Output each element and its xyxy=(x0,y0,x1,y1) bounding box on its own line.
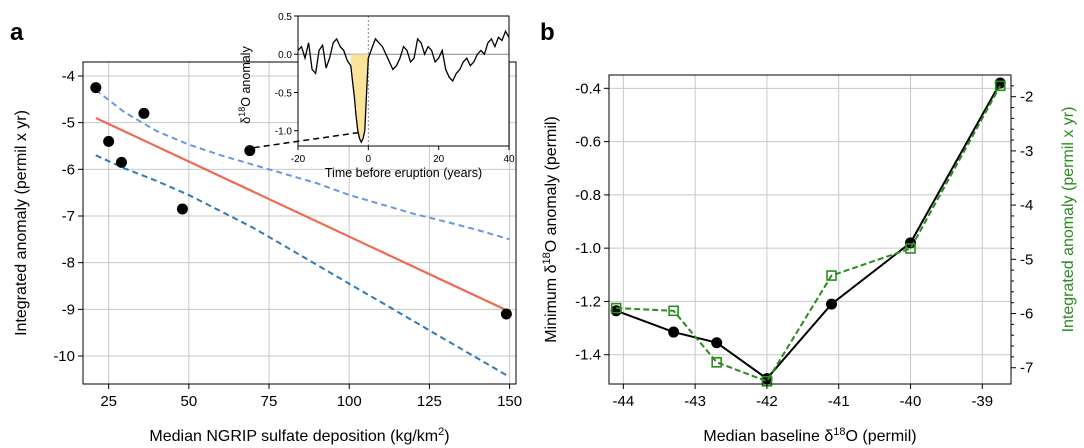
lower-band-line xyxy=(95,154,511,378)
inset-x-axis-title: Time before eruption (years) xyxy=(325,166,482,180)
panel-b-series xyxy=(610,77,1006,387)
y-tick-label: -1.4 xyxy=(575,347,601,364)
panel-a-fit-line xyxy=(95,117,511,313)
x-tick-label: 75 xyxy=(261,393,278,410)
x-tick-label: 50 xyxy=(181,393,198,410)
panel-a-confidence-bands xyxy=(95,89,511,378)
series-1-point xyxy=(994,77,1006,89)
x-tick-label: -40 xyxy=(900,393,922,410)
x-tick-label: 100 xyxy=(337,393,362,410)
series-1-point xyxy=(826,298,838,310)
y2-tick-label: -2 xyxy=(1020,89,1033,106)
series-2-point xyxy=(905,243,916,254)
y-tick-label: -5 xyxy=(62,115,75,132)
panel-b-y2-axis-title: Integrated anomaly (permil x yr) xyxy=(1060,107,1077,333)
data-point xyxy=(138,107,150,119)
panel-b-y-axis-title: Minimum δ18O anomaly (permil) xyxy=(541,116,560,343)
series-2-point xyxy=(610,302,622,314)
panel-a-points xyxy=(90,82,512,320)
y-tick-label: -4 xyxy=(62,68,75,85)
leader-dashed-line xyxy=(253,131,358,149)
y2-tick-label: -4 xyxy=(1020,197,1033,214)
panel-b-y-ticks: -1.4 -1.2 -1.0 -0.8 -0.6 -0.4 xyxy=(575,80,609,364)
inset-leader-line xyxy=(253,131,358,149)
panel-b-chart: -44 -43 -42 -41 -40 -39 -1.4-1.2-1.0-0.8-0.6-… xyxy=(541,74,1077,445)
x-tick-label: 25 xyxy=(100,393,117,410)
panel-a-label: a xyxy=(10,19,24,46)
y-tick-label: -9 xyxy=(62,301,75,318)
inset-frame xyxy=(297,15,510,147)
series-2-line xyxy=(616,85,1002,383)
x-tick-label: -43 xyxy=(684,393,706,410)
inset-x-tick-label: 40 xyxy=(503,154,515,165)
x-tick-label: 125 xyxy=(417,393,442,410)
upper-band-line xyxy=(95,89,510,241)
inset-series-line xyxy=(297,29,510,144)
data-point xyxy=(500,308,512,320)
panel-b-y2-ticks: -7 -6 -5 -4 -3 -2 xyxy=(1011,85,1033,377)
data-point xyxy=(103,135,115,147)
panel-b-frame xyxy=(608,74,1012,385)
inset-x-tick-label: -20 xyxy=(291,154,306,165)
inset-fill-area xyxy=(350,54,369,143)
panel-b-x-ticks: -44 -43 -42 -41 -40 -39 xyxy=(613,384,993,410)
anomaly-fill xyxy=(350,54,369,143)
y2-tick-label: -7 xyxy=(1020,360,1033,377)
series-2-point xyxy=(668,305,679,317)
anomaly-series-line xyxy=(297,29,510,144)
y-tick-label: -0.8 xyxy=(575,187,601,204)
y-tick-label: -0.4 xyxy=(575,80,601,97)
y-tick-label: -7 xyxy=(62,208,75,225)
regression-line xyxy=(95,117,511,313)
inset-x-ticks: -20 0 20 40 xyxy=(291,146,515,165)
inset-y-tick-label: 0.0 xyxy=(278,50,292,61)
panel-b-label: b xyxy=(540,19,555,46)
inset-zero-line xyxy=(298,16,509,146)
inset-background xyxy=(298,16,509,146)
inset-chart: -20 0 20 40 0.5 0.0 -0.5 -1.0 Time before erup… xyxy=(237,12,515,180)
y-tick-label: -6 xyxy=(62,161,75,178)
inset-y-tick-label: -1.0 xyxy=(275,127,293,138)
y2-tick-label: -3 xyxy=(1020,143,1033,160)
panel-a-x-ticks: 25 50 75 100 125 150 xyxy=(100,384,522,410)
x-tick-label: -42 xyxy=(756,393,778,410)
data-point xyxy=(176,203,188,215)
y-tick-label: -8 xyxy=(62,255,75,272)
inset-y-tick-label: -0.5 xyxy=(275,88,293,99)
y-tick-label: -0.6 xyxy=(575,134,601,151)
panel-a-y-ticks: -10 -9 -8 -7 -6 -5 -4 xyxy=(53,68,83,365)
y-tick-label: -1.2 xyxy=(575,293,601,310)
inset-y-tick-label: 0.5 xyxy=(278,12,292,23)
panel-a-x-axis-title: Median NGRIP sulfate deposition (kg/km2) xyxy=(149,426,449,445)
data-point xyxy=(115,156,127,168)
inset-x-tick-label: 0 xyxy=(366,154,372,165)
data-point xyxy=(90,82,102,94)
inset-y-ticks: 0.5 0.0 -0.5 -1.0 xyxy=(275,12,298,138)
panel-a-y-axis-title: Integrated anomaly (permil x yr) xyxy=(13,110,30,336)
x-tick-label: -41 xyxy=(828,393,850,410)
x-tick-label: -39 xyxy=(971,393,993,410)
series-1-point xyxy=(711,337,723,349)
y2-tick-label: -5 xyxy=(1020,251,1033,268)
panel-b-x-axis-title: Median baseline δ18O (permil) xyxy=(703,426,916,445)
series-2-point xyxy=(994,80,1006,92)
series-1-point xyxy=(668,326,680,338)
inset-x-tick-label: 20 xyxy=(433,154,445,165)
series-2-point xyxy=(826,270,837,281)
y-tick-label: -10 xyxy=(53,348,75,365)
data-point xyxy=(244,145,256,157)
series-2-point xyxy=(711,357,722,368)
x-tick-label: -44 xyxy=(613,393,635,410)
x-tick-label: 150 xyxy=(497,393,522,410)
y2-tick-label: -6 xyxy=(1020,306,1033,323)
inset-y-axis-title: δ18O anomaly xyxy=(237,46,253,124)
panel-b-grid xyxy=(609,75,1011,384)
y-tick-label: -1.0 xyxy=(575,240,601,257)
